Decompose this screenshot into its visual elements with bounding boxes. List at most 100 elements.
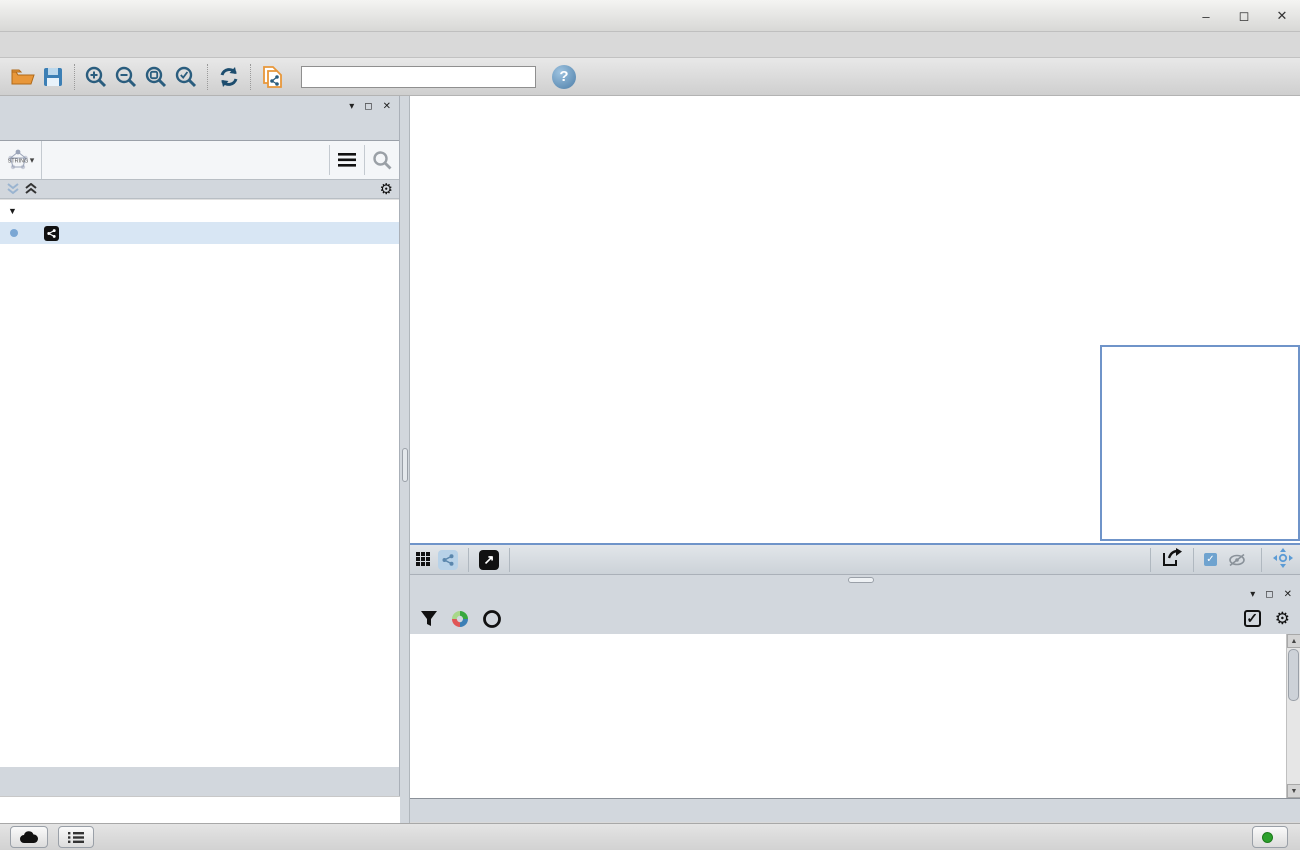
main-toolbar: ? — [0, 58, 1300, 96]
export-icon — [1163, 548, 1182, 566]
toolbar-separator — [207, 63, 208, 90]
divider — [1193, 547, 1194, 572]
string-options-button[interactable] — [330, 153, 364, 167]
cloud-tasks-button[interactable] — [10, 826, 48, 848]
menu-bar — [0, 32, 1300, 58]
window-controls: – ◻ ✕ — [1198, 0, 1290, 32]
zoom-selected-icon — [175, 66, 197, 87]
divider — [1150, 547, 1151, 572]
gear-icon[interactable]: ⚙ — [1274, 608, 1290, 628]
minimize-button[interactable]: – — [1202, 8, 1210, 24]
birdseye-toggle-button[interactable] — [1272, 547, 1294, 572]
string-logo-icon: STRING — [7, 149, 28, 170]
panel-close-icon[interactable]: ✕ — [382, 100, 391, 112]
grid-view-icon[interactable] — [416, 551, 432, 568]
enrichment-chart-icon[interactable] — [450, 609, 470, 629]
save-icon — [44, 67, 62, 86]
zoom-out-button[interactable] — [111, 62, 141, 92]
checkbox-icon: ✓ — [1204, 553, 1217, 566]
refresh-icon — [220, 66, 238, 87]
panel-menu-icon[interactable]: ▾ — [1250, 588, 1256, 600]
table-panel-header: ▾ ◻ ✕ — [410, 585, 1300, 603]
divider — [509, 547, 510, 572]
refresh-button[interactable] — [214, 62, 244, 92]
control-panel-header: ▾ ◻ ✕ — [0, 96, 399, 116]
selected-nodes-counter: ✓ — [1204, 553, 1222, 566]
divider — [468, 547, 469, 572]
toolbar-separator — [250, 63, 251, 90]
open-session-button[interactable] — [8, 62, 38, 92]
maximize-button[interactable]: ◻ — [1238, 8, 1250, 23]
table-panel: ▾ ◻ ✕ ✓ ⚙ ▲ ▼ — [410, 585, 1300, 798]
zoom-in-icon — [85, 66, 107, 87]
select-terms-icon[interactable]: ✓ — [1243, 610, 1261, 627]
share-network-icon[interactable] — [438, 549, 458, 570]
help-button[interactable]: ? — [552, 64, 576, 89]
copy-network-icon — [263, 65, 282, 88]
table-panel-splitter[interactable] — [410, 575, 1300, 585]
task-history-button[interactable] — [58, 826, 94, 848]
string-protein-query-selector[interactable]: STRING ▾ — [0, 141, 42, 179]
copy-network-button[interactable] — [257, 62, 287, 92]
hamburger-menu-icon — [338, 153, 356, 167]
zoom-fit-button[interactable] — [141, 62, 171, 92]
panel-divider[interactable] — [400, 96, 410, 823]
memory-button[interactable] — [1252, 826, 1288, 848]
list-icon — [68, 831, 84, 843]
search-icon — [373, 151, 392, 170]
network-overview-graph — [1102, 347, 1298, 539]
network-collection-row[interactable]: ▼ — [0, 200, 399, 222]
string-search-bar: STRING ▾ — [0, 140, 399, 180]
open-folder-icon — [11, 69, 35, 84]
splitter-grip[interactable] — [848, 577, 874, 583]
divider — [1261, 547, 1262, 572]
string-network-icon — [44, 225, 59, 241]
control-panel-footer — [0, 796, 400, 823]
export-view-button[interactable] — [1161, 548, 1183, 571]
search-input[interactable] — [301, 65, 536, 88]
scroll-up-icon[interactable]: ▲ — [1287, 634, 1300, 648]
panel-float-icon[interactable]: ◻ — [1265, 588, 1274, 600]
network-view-toolbar: ↗ ✓ — [410, 543, 1300, 575]
panel-close-icon[interactable]: ✕ — [1283, 588, 1292, 600]
string-search-button[interactable] — [365, 150, 399, 170]
close-button[interactable]: ✕ — [1276, 8, 1288, 23]
title-bar: – ◻ ✕ — [0, 0, 1300, 32]
collapse-triangle-icon[interactable]: ▼ — [8, 206, 17, 216]
svg-text:STRING: STRING — [7, 159, 28, 165]
scrollbar-thumb[interactable] — [1288, 649, 1299, 701]
network-selection-bar: ⚙ — [0, 180, 399, 199]
cloud-icon — [20, 831, 39, 843]
network-canvas[interactable] — [410, 96, 1300, 543]
table-scrollbar[interactable]: ▲ ▼ — [1286, 634, 1300, 798]
scroll-down-icon[interactable]: ▼ — [1287, 784, 1300, 798]
toolbar-separator — [74, 63, 75, 90]
network-overview-panel[interactable] — [1100, 345, 1300, 541]
zoom-selected-button[interactable] — [171, 62, 201, 92]
filter-icon[interactable] — [420, 610, 438, 628]
enrichment-toolbar: ✓ ⚙ — [410, 603, 1300, 634]
zoom-out-icon — [115, 66, 137, 87]
detach-view-icon[interactable]: ↗ — [479, 549, 499, 570]
collapse-all-icon[interactable] — [24, 183, 38, 195]
expand-all-icon[interactable] — [6, 183, 20, 195]
zoom-in-button[interactable] — [81, 62, 111, 92]
gear-icon[interactable]: ⚙ — [379, 181, 393, 198]
divider-grip[interactable] — [402, 448, 408, 482]
panel-float-icon[interactable]: ◻ — [364, 100, 373, 112]
navigator-icon — [1273, 548, 1293, 568]
divider — [329, 145, 330, 175]
chevron-down-icon: ▾ — [29, 154, 35, 165]
control-panel: ▾ ◻ ✕ STRING ▾ — [0, 96, 400, 823]
enrichment-table[interactable] — [410, 634, 1286, 798]
current-network-dot-icon — [10, 229, 18, 237]
panel-menu-icon[interactable]: ▾ — [349, 100, 355, 112]
status-bar — [0, 823, 1300, 850]
network-row-selected[interactable] — [0, 222, 399, 244]
table-panel-tabs — [410, 798, 1300, 822]
ring-chart-icon[interactable] — [482, 609, 502, 629]
memory-status-icon — [1261, 831, 1273, 843]
divider — [364, 145, 365, 175]
save-session-button[interactable] — [38, 62, 68, 92]
